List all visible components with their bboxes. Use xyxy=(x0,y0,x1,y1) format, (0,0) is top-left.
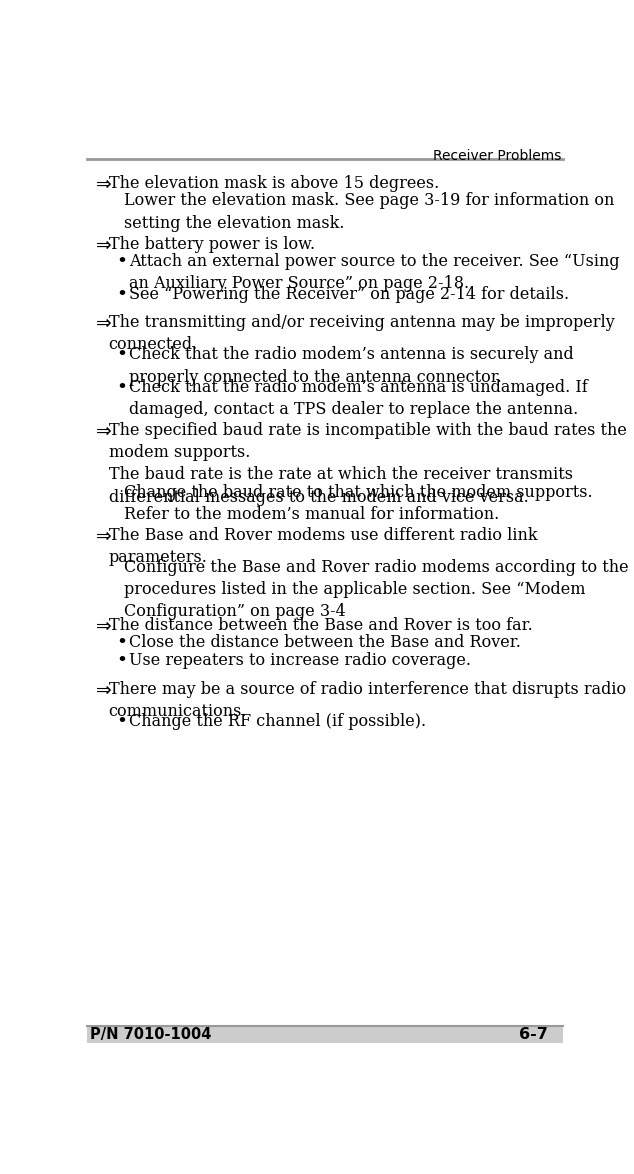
Text: ⇒: ⇒ xyxy=(96,681,112,700)
Text: •: • xyxy=(117,346,127,364)
Text: 6-7: 6-7 xyxy=(519,1027,548,1043)
Text: Receiver Problems: Receiver Problems xyxy=(433,149,561,162)
Text: ⇒: ⇒ xyxy=(96,236,112,255)
Text: •: • xyxy=(117,713,127,731)
Text: •: • xyxy=(117,379,127,397)
Text: Lower the elevation mask. See page 3-19 for information on
setting the elevation: Lower the elevation mask. See page 3-19 … xyxy=(124,193,614,231)
Text: Change the RF channel (if possible).: Change the RF channel (if possible). xyxy=(129,713,426,730)
Text: Close the distance between the Base and Rover.: Close the distance between the Base and … xyxy=(129,634,521,652)
Text: Use repeaters to increase radio coverage.: Use repeaters to increase radio coverage… xyxy=(129,653,471,669)
Bar xyxy=(87,1026,563,1044)
Text: The transmitting and/or receiving antenna may be improperly
connected.: The transmitting and/or receiving antenn… xyxy=(108,315,614,353)
Text: ⇒: ⇒ xyxy=(96,175,112,194)
Text: Check that the radio modem’s antenna is securely and
properly connected to the a: Check that the radio modem’s antenna is … xyxy=(129,346,574,386)
Text: P/N 7010-1004: P/N 7010-1004 xyxy=(90,1027,212,1043)
Text: The distance between the Base and Rover is too far.: The distance between the Base and Rover … xyxy=(108,616,533,634)
Text: The elevation mask is above 15 degrees.: The elevation mask is above 15 degrees. xyxy=(108,175,439,191)
Text: Change the baud rate to that which the modem supports.
Refer to the modem’s manu: Change the baud rate to that which the m… xyxy=(124,484,593,522)
Text: Attach an external power source to the receiver. See “Using
an Auxiliary Power S: Attach an external power source to the r… xyxy=(129,254,619,292)
Text: •: • xyxy=(117,254,127,271)
Text: The Base and Rover modems use different radio link
parameters.: The Base and Rover modems use different … xyxy=(108,527,538,566)
Text: The specified baud rate is incompatible with the baud rates the
modem supports.
: The specified baud rate is incompatible … xyxy=(108,421,626,506)
Text: The battery power is low.: The battery power is low. xyxy=(108,236,315,252)
Text: ⇒: ⇒ xyxy=(96,315,112,333)
Text: ⇒: ⇒ xyxy=(96,616,112,636)
Text: •: • xyxy=(117,285,127,304)
Text: There may be a source of radio interference that disrupts radio
communications.: There may be a source of radio interfere… xyxy=(108,681,626,720)
Text: •: • xyxy=(117,653,127,670)
Text: •: • xyxy=(117,634,127,653)
Text: Configure the Base and Rover radio modems according to the
procedures listed in : Configure the Base and Rover radio modem… xyxy=(124,559,629,620)
Text: Check that the radio modem’s antenna is undamaged. If
damaged, contact a TPS dea: Check that the radio modem’s antenna is … xyxy=(129,379,588,418)
Text: ⇒: ⇒ xyxy=(96,527,112,546)
Text: See “Powering the Receiver” on page 2-14 for details.: See “Powering the Receiver” on page 2-14… xyxy=(129,285,569,303)
Text: ⇒: ⇒ xyxy=(96,421,112,441)
Bar xyxy=(504,1026,563,1044)
